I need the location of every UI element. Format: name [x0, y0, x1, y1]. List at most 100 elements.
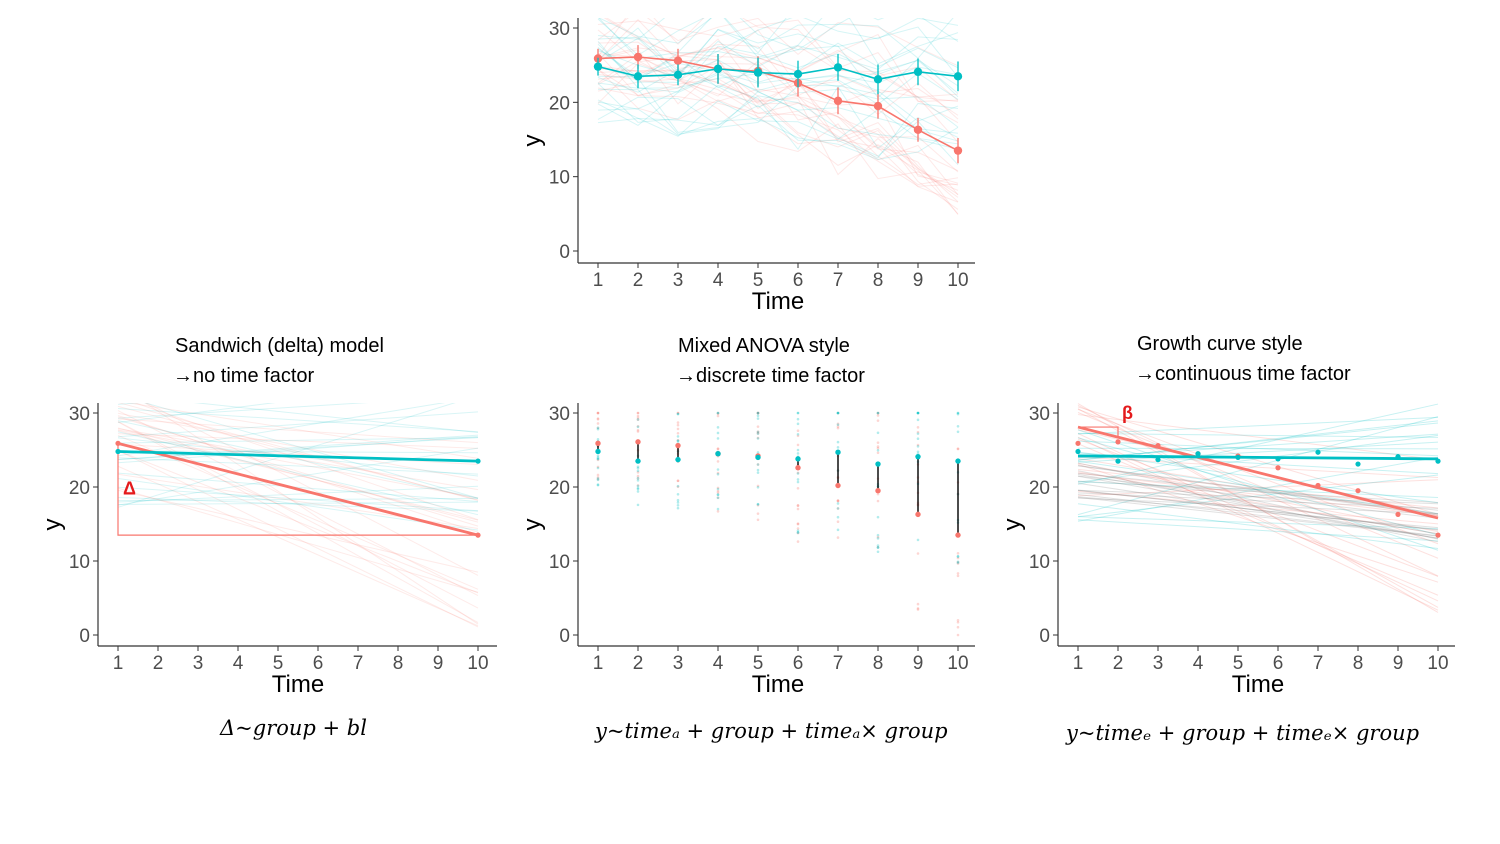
top-trajectory-red [597, 33, 959, 124]
anova-individual-point-teal [716, 472, 720, 476]
growth-fit-line-red [1077, 433, 1439, 602]
anova-individual-point-teal [636, 486, 640, 490]
anova-individual-point-teal [836, 411, 840, 415]
delta-trajectory-red [118, 403, 479, 501]
delta-trajectory-red [117, 405, 479, 501]
top-x-tick-label: 7 [833, 270, 844, 291]
anova-individual-point-teal [636, 469, 640, 473]
anova-title-line2: →discrete time factor [676, 365, 865, 387]
top-mean-point [633, 52, 643, 62]
top-trajectory-teal [597, 102, 959, 159]
delta-x-tick-label: 9 [433, 653, 444, 674]
top-trajectory-teal [597, 26, 959, 78]
delta-x-tick-label: 4 [233, 653, 244, 674]
growth-mean-point [1315, 449, 1321, 455]
anova-individual-point-red [636, 418, 640, 422]
anova-individual-point-teal [956, 424, 960, 428]
top-x-tick-label: 10 [947, 270, 968, 291]
top-trajectory-red [597, 53, 959, 173]
delta-trajectory-red [117, 421, 479, 623]
anova-background-layer [596, 411, 960, 637]
anova-individual-point-teal [716, 496, 720, 500]
delta-trajectory-red [117, 450, 479, 594]
growth-fit-line-grey [1077, 497, 1439, 515]
anova-individual-point-teal [676, 439, 680, 442]
delta-trajectory-teal [143, 403, 479, 499]
growth-x-tick-label: 9 [1393, 653, 1404, 674]
anova-individual-point-teal [716, 411, 720, 415]
anova-individual-point-teal [596, 438, 600, 441]
anova-individual-point-red [916, 552, 920, 555]
anova-individual-point-red [716, 447, 720, 451]
top-mean-point [913, 67, 923, 77]
growth-mean-point [1275, 456, 1281, 462]
growth-mean-point [1435, 532, 1441, 538]
top-trajectory-teal [597, 99, 959, 145]
anova-individual-point-teal [676, 435, 680, 438]
delta-y-tick-label: 0 [79, 626, 90, 647]
growth-mean-point [1275, 465, 1281, 471]
anova-individual-point-teal [596, 427, 600, 431]
anova-individual-point-red [756, 411, 760, 415]
anova-individual-point-red [756, 425, 760, 428]
anova-individual-point-teal [796, 472, 800, 475]
top-trajectory-red [597, 55, 959, 195]
top-y-tick-label: 20 [549, 93, 570, 114]
anova-individual-point-teal [756, 437, 760, 440]
anova-individual-point-teal [596, 483, 600, 486]
anova-series-red [595, 439, 961, 538]
anova-individual-point-red [596, 476, 600, 479]
anova-individual-point-red [636, 484, 640, 487]
anova-mean-point [915, 453, 921, 460]
delta-trajectory-teal [117, 450, 479, 454]
growth-x-tick-label: 7 [1313, 653, 1324, 674]
anova-individual-point-red [836, 411, 840, 415]
anova-mean-point [635, 458, 641, 464]
top-trajectory-red [597, 68, 959, 215]
anova-individual-point-teal [636, 503, 640, 507]
anova-individual-point-red [956, 562, 960, 565]
top-mean-point [633, 72, 643, 81]
anova-individual-point-teal [716, 468, 720, 471]
anova-individual-point-teal [836, 423, 840, 427]
anova-individual-point-red [876, 445, 880, 448]
anova-mean-point [595, 448, 601, 455]
anova-individual-point-teal [596, 478, 600, 482]
anova-individual-point-red [836, 422, 840, 426]
growth-fit-line-red [1077, 490, 1439, 525]
anova-individual-point-teal [636, 425, 640, 429]
anova-individual-point-teal [676, 501, 680, 504]
anova-mean-point [835, 449, 841, 455]
delta-trajectory-teal [117, 408, 479, 433]
panel-growth: β 1 2 3 4 5 6 7 8 9 10 0 10 20 30 Time y [999, 403, 1455, 698]
anova-individual-point-red [756, 484, 760, 488]
growth-fit-line-red [1077, 456, 1439, 479]
growth-mean-point [1075, 448, 1081, 455]
delta-trajectory-red [117, 465, 479, 627]
top-trajectory-red [597, 87, 959, 196]
top-trajectory-teal [598, 18, 885, 60]
anova-title-line1: Mixed ANOVA style [678, 335, 850, 357]
anova-individual-point-teal [836, 515, 840, 519]
anova-individual-point-red [716, 496, 720, 499]
anova-y-tick-label: 10 [549, 552, 570, 573]
growth-fit-line-grey [1077, 496, 1439, 537]
growth-fit-line-grey [1077, 462, 1439, 540]
top-mean-point [593, 62, 603, 71]
growth-fit-line-teal [1077, 432, 1439, 438]
anova-x-axis-title: Time [752, 671, 804, 698]
anova-individual-point-red [596, 411, 600, 415]
growth-fit-line-teal [1077, 441, 1439, 463]
growth-series-teal [1075, 448, 1441, 467]
growth-fit-line-teal [1077, 516, 1439, 530]
delta-title-line2: →no time factor [173, 365, 315, 387]
anova-mean-point [915, 511, 921, 518]
anova-individual-point-red [636, 474, 640, 478]
anova-individual-point-teal [876, 546, 880, 549]
anova-individual-point-red [596, 465, 600, 469]
top-trajectory-teal [597, 88, 959, 166]
growth-mean-point [1155, 457, 1161, 463]
top-trajectory-teal [597, 48, 959, 105]
top-mean-point [953, 146, 963, 155]
growth-fit-line-teal [1077, 474, 1439, 518]
